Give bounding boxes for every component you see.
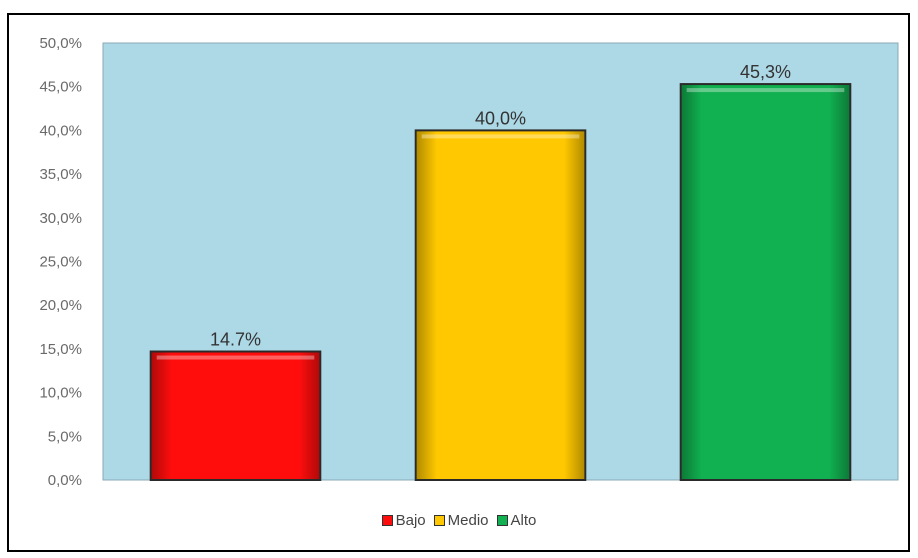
bar-bajo <box>149 350 322 481</box>
legend-swatch-medio <box>433 515 445 526</box>
y-tick-label: 15,0% <box>39 341 82 358</box>
y-tick-label: 45,0% <box>39 79 82 96</box>
legend-item-medio: Medio <box>433 512 489 529</box>
legend-swatch-alto <box>496 515 508 526</box>
legend-label-medio: Medio <box>447 512 489 529</box>
legend-label-alto: Alto <box>510 512 537 529</box>
data-label-medio: 40,0% <box>475 108 526 128</box>
bar-bevel-bajo <box>151 352 320 479</box>
y-tick-label: 0,0% <box>48 472 82 489</box>
legend-label-bajo: Bajo <box>395 512 426 529</box>
chart-legend: Bajo Medio Alto <box>0 512 918 529</box>
data-label-bajo: 14.7% <box>210 330 261 350</box>
bar-highlight-alto <box>686 88 845 93</box>
bar-alto <box>679 83 852 481</box>
bar-highlight-medio <box>421 134 580 139</box>
y-tick-label: 35,0% <box>39 166 82 183</box>
y-tick-label: 30,0% <box>39 210 82 227</box>
bar-bevel-medio <box>416 131 585 479</box>
y-tick-label: 25,0% <box>39 254 82 271</box>
legend-item-bajo: Bajo <box>381 512 426 529</box>
y-tick-label: 5,0% <box>48 428 82 445</box>
bar-bevel-alto <box>681 85 850 479</box>
legend-item-alto: Alto <box>496 512 537 529</box>
legend-swatch-bajo <box>381 515 393 526</box>
y-tick-label: 40,0% <box>39 122 82 139</box>
data-label-alto: 45,3% <box>740 62 791 82</box>
bar-medio <box>414 129 587 481</box>
y-tick-label: 50,0% <box>39 35 82 52</box>
bar-highlight-bajo <box>156 355 315 360</box>
y-tick-label: 10,0% <box>39 385 82 402</box>
y-tick-label: 20,0% <box>39 297 82 314</box>
